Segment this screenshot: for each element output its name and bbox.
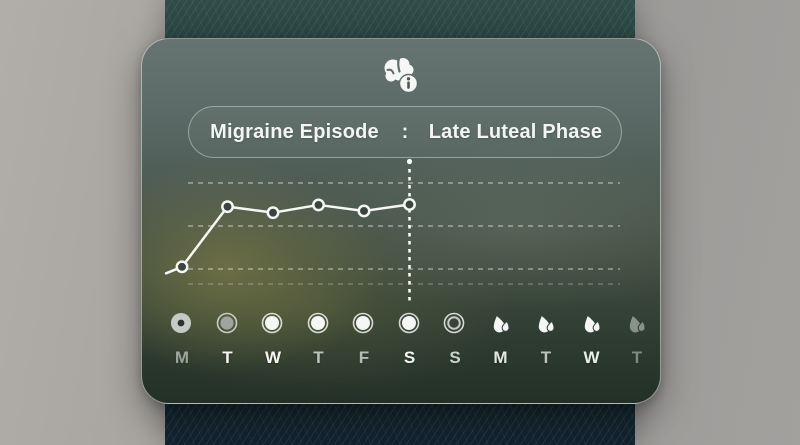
data-point-marker xyxy=(403,198,416,211)
day-label: T xyxy=(313,348,324,367)
cycle-day-icon-drops[interactable] xyxy=(580,312,604,334)
pill-separator: : xyxy=(401,120,409,143)
today-line-dot xyxy=(406,158,413,165)
cycle-day-icon-circle-hollow[interactable] xyxy=(443,312,467,334)
event-label: Migraine Episode xyxy=(210,120,379,143)
day-label: M xyxy=(493,348,508,367)
data-point-marker xyxy=(357,204,371,218)
cycle-day-icon-drops[interactable] xyxy=(534,312,558,334)
day-label: F xyxy=(358,348,370,367)
day-label: W xyxy=(264,348,282,367)
cycle-day-icon-circle-filled[interactable] xyxy=(398,312,422,334)
severity-line xyxy=(164,203,411,275)
cycle-day-icon-drops-faded[interactable] xyxy=(625,312,649,334)
day-label: S xyxy=(449,348,461,367)
insight-pill[interactable]: Migraine Episode : Late Luteal Phase xyxy=(188,106,622,158)
cycle-day-icon-circle-dot[interactable] xyxy=(170,312,194,334)
cycle-day-icon-circle-filled[interactable] xyxy=(261,312,285,334)
day-label: T xyxy=(631,348,643,367)
brain-info-icon[interactable] xyxy=(378,55,424,99)
data-point-marker xyxy=(266,206,280,220)
cycle-day-icon-drops[interactable] xyxy=(489,312,513,334)
cycle-insight-card[interactable]: Migraine Episode : Late Luteal Phase M T W… xyxy=(141,38,661,404)
data-point-marker xyxy=(312,198,325,212)
day-label: W xyxy=(583,348,600,367)
day-label: T xyxy=(222,348,233,367)
cycle-day-icon-circle-filled[interactable] xyxy=(307,312,331,334)
data-point-marker xyxy=(175,260,189,274)
cycle-day-icon-circle-muted[interactable] xyxy=(216,312,240,334)
phase-label: Late Luteal Phase xyxy=(428,120,603,143)
day-label: S xyxy=(403,348,416,367)
cycle-day-icon-circle-filled[interactable] xyxy=(352,312,376,334)
day-label: M xyxy=(174,348,190,367)
day-label: T xyxy=(540,348,552,367)
data-point-marker xyxy=(221,200,234,214)
